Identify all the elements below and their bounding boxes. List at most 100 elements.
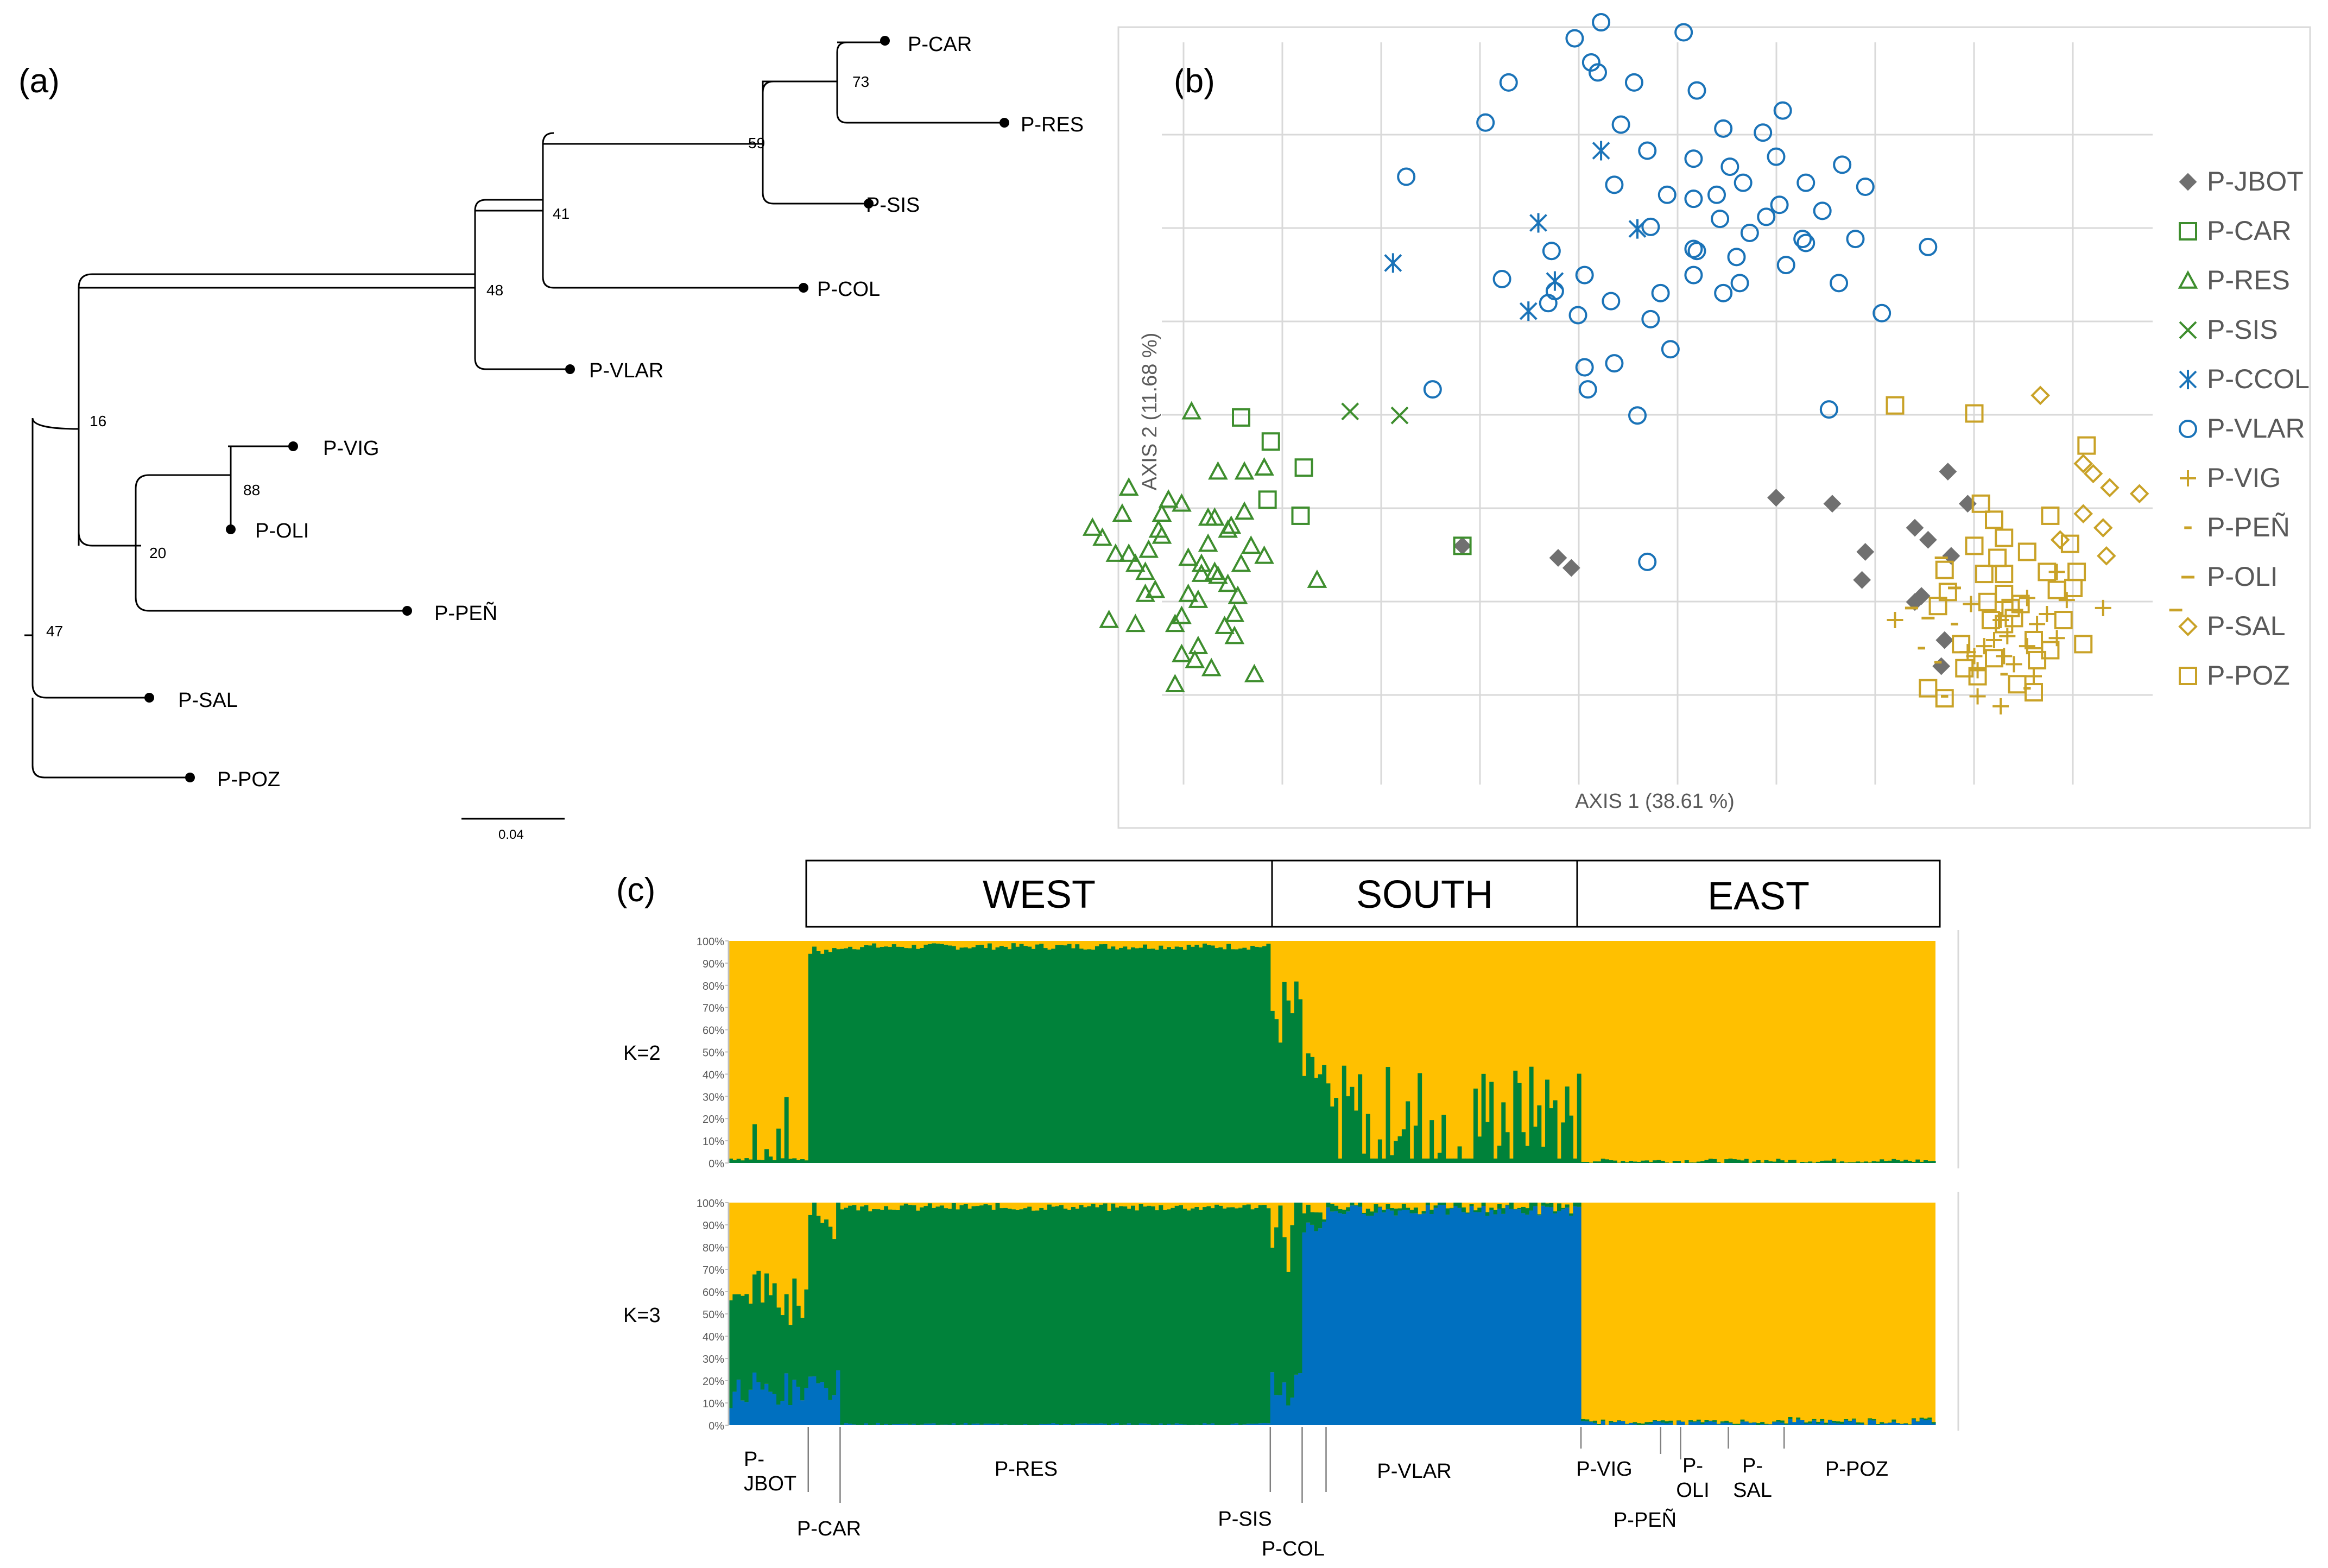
structure-population-labels: P-JBOT P-CAR P-RES P-SIS P-COL P-VLAR P-VIG P-P… [744, 1427, 1888, 1560]
structure-bar-k3-blue [1541, 1205, 1546, 1425]
structure-bar-k3-green [920, 1207, 925, 1425]
structure-bar-k2-green [1143, 944, 1147, 1163]
pcoa-point-p-vlar [1641, 217, 1660, 236]
structure-bar-k2-green [1330, 1106, 1334, 1163]
pcoa-point-p-vlar [1856, 178, 1875, 197]
structure-bar-k2-green [772, 1160, 777, 1163]
legend-label-p-res: P-RES [2207, 265, 2290, 295]
structure-ytick-label: 0% [708, 1420, 724, 1432]
pcoa-point-p-vig [1992, 698, 2009, 715]
structure-bar-k3-green [1047, 1204, 1052, 1424]
pcoa-point-p-jbot [1562, 559, 1580, 577]
structure-bar-k2-green [792, 1158, 797, 1163]
pcoa-grid [1162, 42, 2153, 785]
structure-bar-k2-green [1047, 950, 1052, 1163]
structure-bar-k3-green [1203, 1207, 1207, 1424]
pcoa-point-p-vig [2095, 599, 2111, 616]
structure-bar-k3-blue [1648, 1423, 1653, 1425]
pcoa-point-p-poz [1981, 611, 2000, 630]
structure-bar-k3-green [1911, 1418, 1916, 1420]
structure-bar-k2-green [1489, 1082, 1494, 1163]
structure-bar-k2-green [1258, 947, 1263, 1163]
pcoa-point-p-jbot [1932, 657, 1951, 675]
structure-bar-k2-green [1409, 1158, 1414, 1163]
structure-bar-k3-green [1382, 1210, 1387, 1213]
structure-bar-k2-green [1688, 1162, 1693, 1163]
structure-bar-k3-blue [1167, 1424, 1171, 1425]
pcoa-point-p-res [1208, 461, 1228, 480]
structure-bar-k2-green [1015, 946, 1020, 1163]
structure-bar-k2-green [1856, 1161, 1861, 1163]
pcoa-point-p-vig [2019, 590, 2035, 606]
structure-bar-k3-green [1712, 1420, 1717, 1422]
population-label-p-jbot: P-JBOT [744, 1448, 796, 1495]
pcoa-point-p-vlar [1611, 115, 1630, 134]
structure-bar-k2-green [1274, 1019, 1279, 1163]
structure-bar-k2-green [1043, 948, 1048, 1163]
structure-bar-k2-green [729, 1158, 733, 1163]
structure-bar-k3-blue [1406, 1210, 1410, 1425]
structure-bar-k3-green [1135, 1210, 1140, 1425]
structure-bar-k3-blue [1696, 1421, 1701, 1425]
structure-bar-k3-green [1254, 1208, 1259, 1424]
structure-bar-k2-green [1868, 1162, 1872, 1163]
structure-bar-k3-blue [1330, 1211, 1334, 1425]
structure-bar-k3-green [1780, 1420, 1785, 1423]
structure-bar-k3-green [741, 1295, 745, 1401]
pcoa-point-p-car [1291, 506, 1310, 525]
structure-bar-k3-green [1812, 1419, 1817, 1421]
structure-bar-k2-green [1079, 949, 1084, 1163]
structure-bar-k3-blue [884, 1424, 889, 1425]
structure-bar-k3-blue [741, 1400, 745, 1425]
structure-bar-k2-green [1736, 1159, 1741, 1163]
structure-bar-k2-green [1493, 1158, 1498, 1163]
pcoa-point-p-res [1254, 545, 1274, 564]
legend-label-p-jbot: P-JBOT [2207, 166, 2304, 197]
structure-bar-k3-green [1844, 1419, 1849, 1420]
structure-bar-k2-green [784, 1097, 789, 1163]
structure-bar-k3-green [768, 1295, 773, 1392]
structure-bar-k3-blue [1573, 1206, 1578, 1425]
structure-bar-k2-green [1290, 1013, 1295, 1163]
structure-bar-k2-green [1099, 944, 1104, 1163]
pcoa-point-p-res [1185, 649, 1205, 668]
structure-bar-k3-green [1776, 1420, 1781, 1422]
structure-ytick-label: 90% [703, 1220, 724, 1232]
legend-marker-p-res [2178, 270, 2198, 289]
structure-bar-k3-green [1636, 1423, 1641, 1425]
structure-bar-k2-green [1087, 949, 1092, 1163]
pcoa-point-p-vig [1887, 612, 1903, 629]
pcoa-point-p-res [1224, 625, 1245, 644]
structure-bar-k3-blue [844, 1423, 849, 1425]
structure-bar-k3-green [963, 1204, 968, 1423]
pcoa-point-p-vlar [1658, 185, 1677, 204]
structure-bar-k3-green [1565, 1204, 1570, 1208]
pcoa-point-p-vlar [1638, 141, 1657, 160]
structure-bar-k3-green [1573, 1203, 1578, 1206]
structure-bar-k3-green [1633, 1422, 1637, 1424]
pcoa-point-p-vlar [1714, 119, 1733, 138]
structure-bar-k3-blue [1063, 1424, 1068, 1425]
structure-bar-k3-blue [1242, 1424, 1247, 1425]
pcoa-point-p-res [1214, 615, 1235, 634]
structure-bar-k3-green [856, 1210, 861, 1425]
pcoa-point-p-poz [2011, 595, 2030, 614]
pcoa-point-p-vlar [1674, 23, 1693, 42]
structure-bar-k3-blue [800, 1400, 805, 1425]
structure-bar-k3-green [1262, 1205, 1267, 1424]
structure-bar-k3-blue [1465, 1213, 1470, 1425]
pcoa-point-p-vlar [1776, 256, 1795, 275]
structure-bar-k3-green [1445, 1208, 1450, 1215]
structure-bar-k3-blue [1617, 1421, 1622, 1425]
structure-bar-k2-green [1848, 1162, 1852, 1163]
structure-bar-k3-green [1326, 1203, 1331, 1207]
structure-bar-k3-green [1155, 1210, 1159, 1425]
leaf-label-col: P-COL [817, 278, 880, 301]
structure-bar-k2-green [1672, 1161, 1677, 1163]
structure-bar-k3-green [900, 1205, 904, 1424]
structure-bar-k2-green [1820, 1160, 1825, 1163]
structure-bar-k3-green [780, 1315, 785, 1401]
structure-bar-k3-blue [991, 1424, 996, 1425]
structure-bar-k3-green [1581, 1419, 1585, 1421]
structure-ytick-label: 40% [703, 1331, 724, 1343]
